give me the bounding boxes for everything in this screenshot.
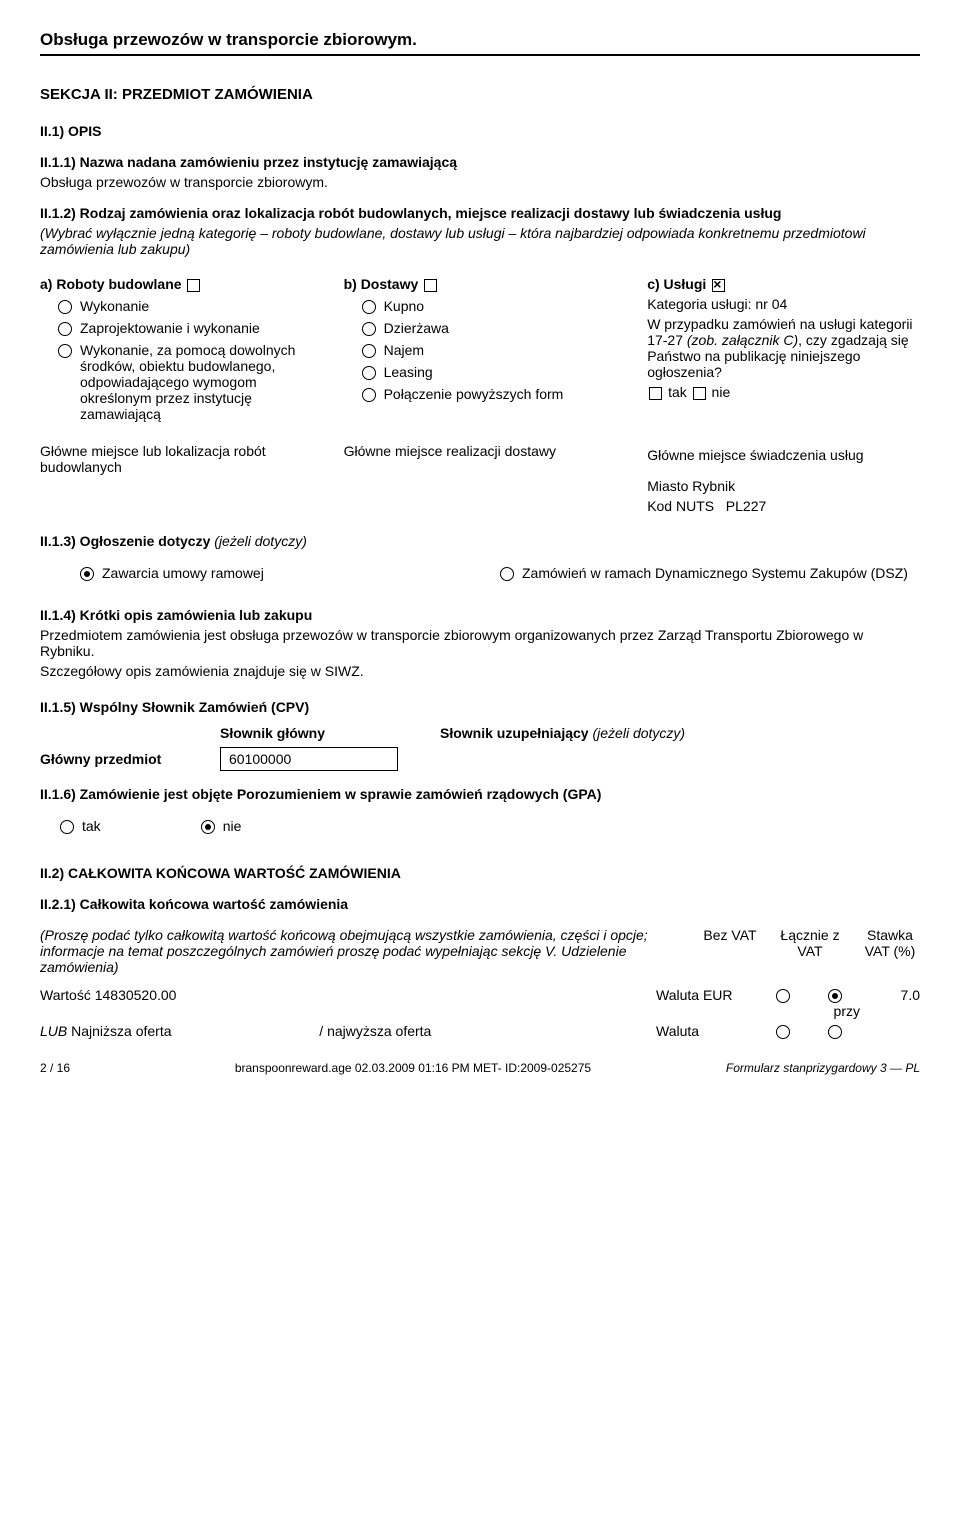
footer-right: Formularz stanprizygardowy 3 — PL <box>726 1061 920 1075</box>
colA-header: a) Roboty budowlane <box>40 276 182 292</box>
radio-bezvat[interactable] <box>776 989 790 1003</box>
rate-value: 7.0 <box>880 987 920 1003</box>
lub-label: LUB <box>40 1023 67 1039</box>
place-uslugi-value: Miasto Rybnik <box>647 478 920 494</box>
checkbox-nie[interactable] <box>693 387 706 400</box>
s14-text2: Szczegółowy opis zamówienia znajduje się… <box>40 663 920 679</box>
currency-label: Waluta EUR <box>656 987 776 1003</box>
s15-label: II.1.5) Wspólny Słownik Zamówień (CPV) <box>40 699 920 715</box>
s11-label: II.1.1) Nazwa nadana zamówieniu przez in… <box>40 154 920 170</box>
low-label: Najniższa oferta <box>71 1023 171 1039</box>
radio-gpa-nie[interactable] <box>201 820 215 834</box>
radio-zaprojektowanie[interactable] <box>58 322 72 336</box>
radio-dsz[interactable] <box>500 567 514 581</box>
s11-value: Obsługa przewozów w transporcie zbiorowy… <box>40 174 920 190</box>
cpv-main-col: Słownik główny <box>220 725 440 741</box>
checkbox-dostawy[interactable] <box>424 279 437 292</box>
radio-umowa-ramowa[interactable] <box>80 567 94 581</box>
s1-header: II.1) OPIS <box>40 123 920 139</box>
checkbox-roboty[interactable] <box>187 279 200 292</box>
colB-opt4: Leasing <box>384 364 433 380</box>
s13-label: II.1.3) Ogłoszenie dotyczy <box>40 533 210 549</box>
checkbox-uslugi[interactable] <box>712 279 725 292</box>
page-title: Obsługa przewozów w transporcie zbiorowy… <box>40 30 920 56</box>
currency2-label: Waluta <box>656 1023 776 1039</box>
radio-wykonanie-pomoca[interactable] <box>58 344 72 358</box>
checkbox-tak[interactable] <box>649 387 662 400</box>
place-uslugi-label: Główne miejsce świadczenia usług <box>647 447 920 463</box>
colB-header: b) Dostawy <box>344 276 419 292</box>
radio-polaczenie[interactable] <box>362 388 376 402</box>
radio-dzierzawa[interactable] <box>362 322 376 336</box>
colA-opt1: Wykonanie <box>80 298 149 314</box>
col-bezvat: Bez VAT <box>700 927 760 959</box>
colB-opt3: Najem <box>384 342 424 358</box>
s21-hint: (Proszę podać tylko całkowitą wartość ko… <box>40 927 700 975</box>
s13-hint: (jeżeli dotyczy) <box>214 533 307 549</box>
footer-page: 2 / 16 <box>40 1061 100 1075</box>
colC-yes: tak <box>668 384 687 400</box>
radio-kupno[interactable] <box>362 300 376 314</box>
cpv-supp-col: Słownik uzupełniający <box>440 725 589 741</box>
colB-opt2: Dzierżawa <box>384 320 449 336</box>
col-zvat: Łącznie z VAT <box>780 927 840 959</box>
colA-opt2: Zaprojektowanie i wykonanie <box>80 320 260 336</box>
radio-najem[interactable] <box>362 344 376 358</box>
nuts-label: Kod NUTS <box>647 498 714 514</box>
colB-opt5: Połączenie powyższych form <box>384 386 564 402</box>
colB-opt1: Kupno <box>384 298 424 314</box>
przy-label: przy <box>834 1003 860 1019</box>
s16-no: nie <box>223 818 242 834</box>
s12-label: II.1.2) Rodzaj zamówienia oraz lokalizac… <box>40 205 920 221</box>
s13-opt2: Zamówień w ramach Dynamicznego Systemu Z… <box>522 565 908 581</box>
s14-text1: Przedmiotem zamówienia jest obsługa prze… <box>40 627 920 659</box>
radio-zvat2[interactable] <box>828 1025 842 1039</box>
cpv-row-label: Główny przedmiot <box>40 751 220 767</box>
section-2-header: SEKCJA II: PRZEDMIOT ZAMÓWIENIA <box>40 86 920 103</box>
s14-label: II.1.4) Krótki opis zamówienia lub zakup… <box>40 607 920 623</box>
s13-opt1: Zawarcia umowy ramowej <box>102 565 264 581</box>
high-label: / najwyższa oferta <box>319 1023 431 1039</box>
value-label: Wartość 14830520.00 <box>40 987 656 1003</box>
nuts-value: PL227 <box>726 498 766 514</box>
s2-header: II.2) CAŁKOWITA KOŃCOWA WARTOŚĆ ZAMÓWIEN… <box>40 865 920 881</box>
s16-yes: tak <box>82 818 101 834</box>
radio-leasing[interactable] <box>362 366 376 380</box>
s12-hint: (Wybrać wyłącznie jedną kategorię – robo… <box>40 225 920 257</box>
place-dostawy-label: Główne miejsce realizacji dostawy <box>344 443 617 518</box>
col-stawka: Stawka VAT (%) <box>860 927 920 959</box>
colC-no: nie <box>712 384 731 400</box>
colC-header: c) Usługi <box>647 276 706 292</box>
radio-wykonanie[interactable] <box>58 300 72 314</box>
place-roboty-label: Główne miejsce lub lokalizacja robót bud… <box>40 443 313 518</box>
s21-label: II.2.1) Całkowita końcowa wartość zamówi… <box>40 896 920 912</box>
cpv-supp-hint: (jeżeli dotyczy) <box>592 725 685 741</box>
footer-mid: branspoonreward.age 02.03.2009 01:16 PM … <box>100 1061 726 1075</box>
colC-hint-2: (zob. załącznik C) <box>687 332 798 348</box>
radio-bezvat2[interactable] <box>776 1025 790 1039</box>
radio-zvat[interactable] <box>828 989 842 1003</box>
colC-category: Kategoria usługi: nr 04 <box>647 296 920 312</box>
s16-label: II.1.6) Zamówienie jest objęte Porozumie… <box>40 786 920 802</box>
colA-opt3: Wykonanie, za pomocą dowolnych środków, … <box>80 342 313 422</box>
cpv-value: 60100000 <box>220 747 398 771</box>
radio-gpa-tak[interactable] <box>60 820 74 834</box>
